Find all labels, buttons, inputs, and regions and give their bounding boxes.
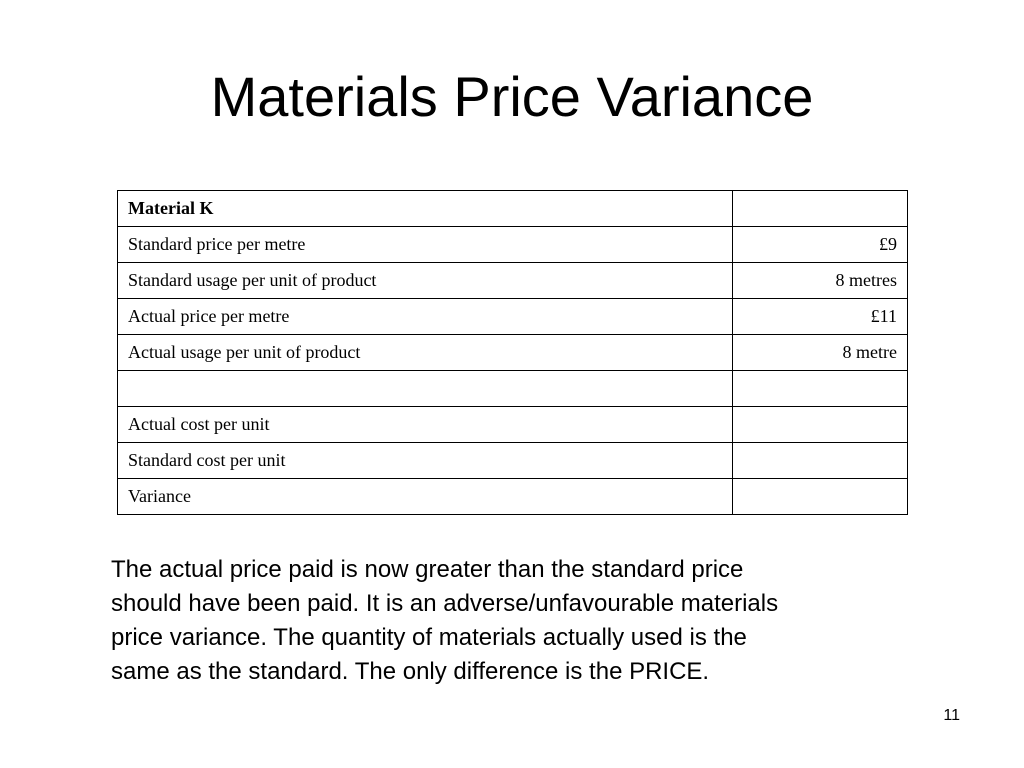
table-row: Standard cost per unit (117, 442, 908, 479)
table-cell: Standard usage per unit of product (117, 262, 733, 299)
body-text: The actual price paid is now greater tha… (111, 553, 778, 689)
table-cell: £11 (732, 298, 908, 335)
table-cell (732, 190, 908, 227)
table-row: Standard usage per unit of product 8 metr… (117, 262, 908, 299)
table-cell: £9 (732, 226, 908, 263)
text-line: The actual price paid is now greater tha… (111, 556, 744, 583)
table-cell: Material K (117, 190, 733, 227)
table-cell (732, 370, 908, 407)
table-cell: Variance (117, 478, 733, 515)
table-cell: Actual price per metre (117, 298, 733, 335)
table-cell: 8 metres (732, 262, 908, 299)
text-line: should have been paid. It is an adverse/… (111, 590, 779, 617)
slide-title: Materials Price Variance (210, 65, 814, 128)
table-cell (732, 442, 908, 479)
table-row: Actual usage per unit of product 8 metre (117, 334, 908, 371)
table-row: Actual price per metre £11 (117, 298, 908, 335)
text-line: same as the standard. The only differenc… (111, 658, 710, 685)
table-cell (732, 478, 908, 515)
table-row: Variance (117, 478, 908, 515)
table-row: Material K (117, 190, 908, 227)
data-table: Material K Standard price per metre £9 Stan… (117, 190, 908, 515)
text-line: price variance. The quantity of material… (111, 624, 747, 651)
table-cell: Standard price per metre (117, 226, 733, 263)
table-row (117, 370, 908, 407)
table-cell: Actual cost per unit (117, 406, 733, 443)
table-cell: Actual usage per unit of product (117, 334, 733, 371)
page-number: 11 (943, 707, 960, 724)
table-row: Actual cost per unit (117, 406, 908, 443)
table-cell (117, 370, 733, 407)
table-cell: 8 metre (732, 334, 908, 371)
table-cell: Standard cost per unit (117, 442, 733, 479)
table-cell (732, 406, 908, 443)
table-row: Standard price per metre £9 (117, 226, 908, 263)
